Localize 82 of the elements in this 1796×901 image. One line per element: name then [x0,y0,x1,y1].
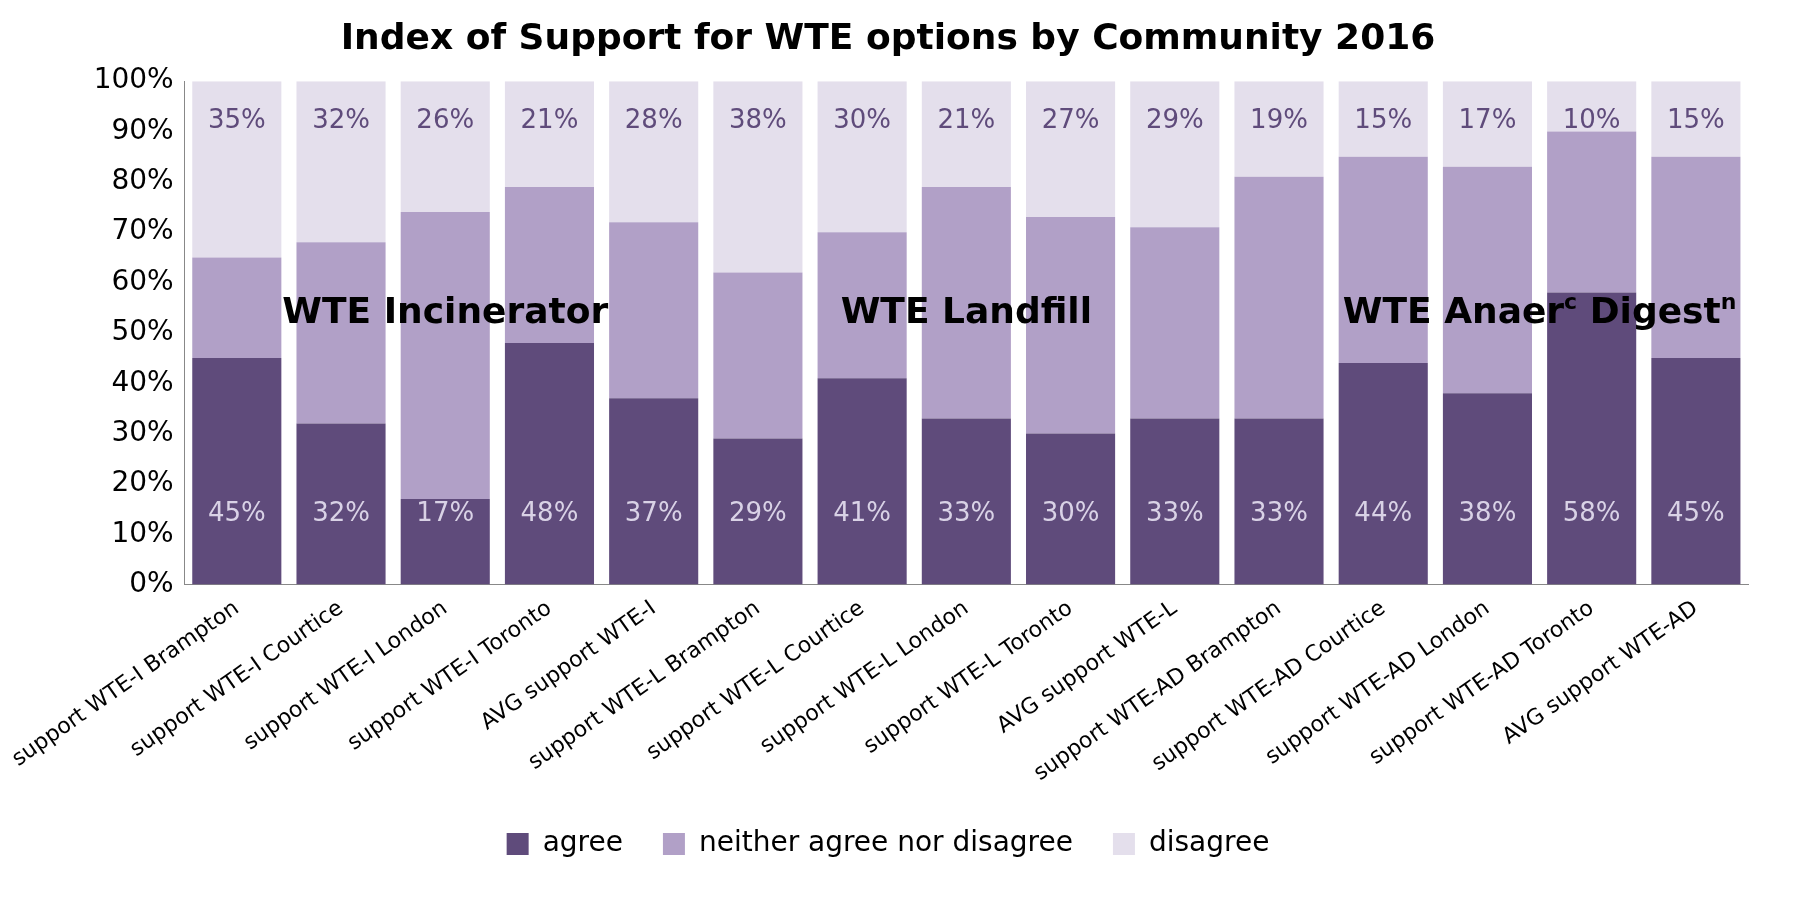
legend-label: neither agree nor disagree [698,825,1073,859]
data-label: 37% [624,497,683,528]
data-label: 10% [1562,103,1621,134]
bar [713,81,803,273]
data-label: 29% [1145,103,1204,134]
bar [1130,418,1220,585]
bar [192,358,282,585]
y-tick-label: 40% [111,364,174,398]
bar [921,81,1011,187]
legend-label: disagree [1148,825,1270,859]
data-label: 29% [729,497,787,528]
data-label: 15% [1354,103,1413,134]
data-label: 32% [312,497,370,528]
data-label: 32% [312,103,370,134]
bar [1651,358,1741,585]
data-label: 38% [729,103,787,134]
annotation: WTE Incinerator [282,289,609,331]
bar [921,418,1011,585]
bar [504,81,595,187]
y-tick-label: 0% [129,565,174,599]
data-label: 27% [1041,103,1100,134]
y-tick-label: 10% [111,515,174,549]
bar [1234,81,1324,177]
bar [504,342,595,585]
data-label: 30% [1041,497,1100,528]
bar [296,81,386,243]
y-tick-label: 20% [111,465,174,499]
annotation: WTE Landfill [840,289,1093,331]
bar [713,438,803,585]
bar [1338,81,1428,157]
bar [1026,81,1116,218]
data-label: 15% [1666,103,1725,134]
bar [817,81,907,233]
bar [1338,156,1428,364]
bar [1026,433,1116,585]
data-label: 58% [1562,497,1621,528]
bar [1547,131,1637,293]
bar [713,272,803,439]
data-label: 17% [416,497,475,528]
bar [1234,418,1324,585]
data-label: 33% [937,497,996,528]
y-tick-label: 80% [111,163,174,197]
y-tick-label: 60% [111,263,174,297]
legend-label: agree [542,825,623,859]
data-label: 17% [1458,103,1517,134]
bar [1442,393,1532,585]
data-label: 44% [1354,497,1413,528]
bar [609,222,699,399]
bar [192,257,282,359]
bar [609,81,699,223]
bar [1338,363,1428,585]
bar [817,378,907,585]
data-label: 33% [1250,497,1308,528]
data-label: 35% [207,103,266,134]
data-label: 33% [1145,497,1204,528]
data-label: 21% [520,103,579,134]
bar [1234,176,1324,419]
bar [296,423,386,585]
data-label: 38% [1458,497,1517,528]
y-tick-label: 30% [111,414,174,448]
data-label: 30% [833,103,892,134]
data-label: 45% [207,497,266,528]
data-label: 45% [1666,497,1725,528]
data-label: 26% [416,103,475,134]
bar [400,499,490,585]
y-tick-label: 50% [111,314,174,348]
bar [400,81,490,213]
data-label: 21% [937,103,996,134]
y-tick-label: 70% [111,213,174,247]
data-label: 28% [624,103,683,134]
chart-title: Index of Support for WTE options by Community 2016 [340,15,1436,57]
y-tick-label: 90% [111,112,174,146]
data-label: 41% [833,497,892,528]
bar [1130,81,1220,228]
bar [1651,81,1741,157]
bar [1442,81,1532,167]
data-label: 19% [1250,103,1308,134]
bar [609,398,699,585]
bar [1130,227,1220,419]
y-tick-label: 100% [93,62,174,96]
bar [192,81,282,258]
data-label: 48% [520,497,579,528]
